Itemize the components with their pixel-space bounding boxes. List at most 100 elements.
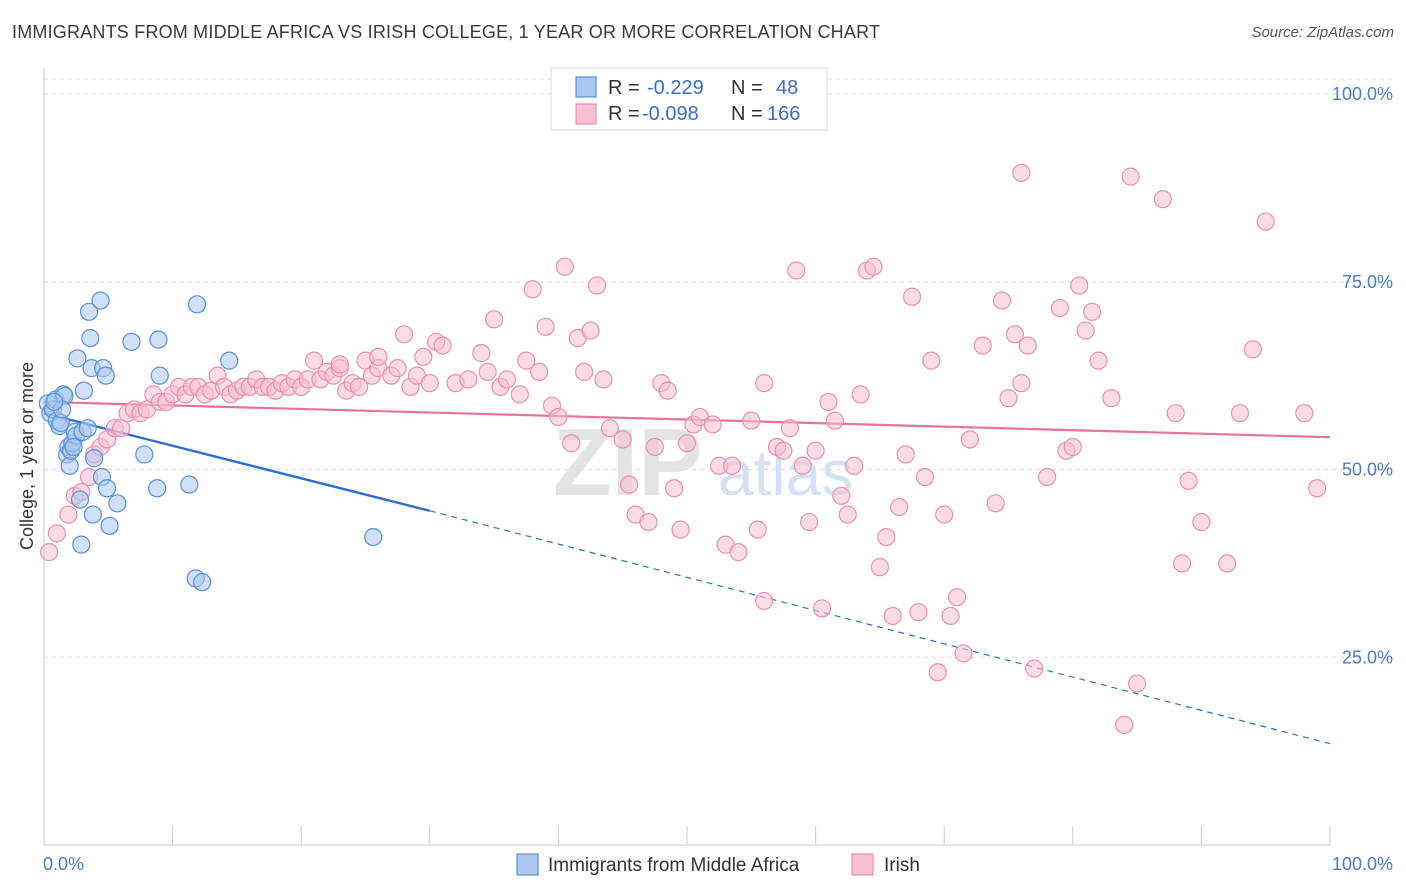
data-point-irish bbox=[40, 543, 59, 562]
data-point-middle-africa bbox=[187, 295, 207, 314]
data-point-irish bbox=[1037, 467, 1057, 487]
data-point-middle-africa bbox=[70, 490, 90, 509]
data-point-irish bbox=[896, 445, 915, 464]
data-point-irish bbox=[497, 370, 517, 389]
data-point-middle-africa bbox=[220, 351, 239, 370]
data-point-irish bbox=[1256, 212, 1275, 231]
data-point-irish bbox=[1166, 404, 1185, 423]
data-point-middle-africa bbox=[108, 494, 127, 513]
legend-r-value-1: -0.229 bbox=[647, 77, 704, 99]
data-point-irish bbox=[388, 359, 407, 378]
data-point-middle-africa bbox=[193, 573, 212, 592]
data-point-middle-africa bbox=[122, 332, 141, 351]
bottom-legend-swatch-pink bbox=[851, 853, 874, 876]
chart-source: Source: ZipAtlas.com bbox=[1251, 24, 1394, 41]
legend-n-label-2: N = bbox=[731, 103, 763, 125]
data-point-irish bbox=[1012, 374, 1031, 393]
bottom-legend: Immigrants from Middle Africa Irish bbox=[516, 853, 920, 876]
data-point-middle-africa bbox=[135, 445, 154, 464]
data-point-irish bbox=[909, 603, 928, 622]
data-point-irish bbox=[851, 385, 870, 404]
bottom-legend-label-pink: Irish bbox=[884, 855, 920, 876]
data-point-middle-africa bbox=[60, 456, 79, 475]
data-point-middle-africa bbox=[74, 381, 93, 400]
data-point-middle-africa bbox=[150, 366, 169, 385]
data-point-irish bbox=[555, 257, 574, 276]
data-point-irish bbox=[613, 430, 632, 449]
data-point-irish bbox=[992, 291, 1012, 310]
data-point-irish bbox=[1153, 190, 1172, 209]
data-point-irish bbox=[1218, 554, 1237, 573]
data-point-irish bbox=[973, 336, 992, 355]
data-point-irish bbox=[349, 377, 369, 397]
data-point-irish bbox=[1012, 163, 1031, 182]
data-point-irish bbox=[703, 415, 722, 434]
watermark-zip: ZIP bbox=[553, 409, 702, 516]
data-point-middle-africa bbox=[81, 328, 100, 348]
data-point-irish bbox=[780, 419, 799, 438]
data-point-irish bbox=[536, 317, 555, 336]
data-point-irish bbox=[864, 257, 883, 276]
data-point-irish bbox=[472, 344, 491, 363]
data-point-irish bbox=[594, 370, 613, 389]
data-point-irish bbox=[947, 588, 967, 607]
data-point-irish bbox=[1192, 512, 1211, 532]
data-point-irish bbox=[59, 505, 78, 524]
data-point-irish bbox=[1076, 321, 1095, 340]
data-point-irish bbox=[729, 543, 748, 562]
data-point-middle-africa bbox=[364, 527, 383, 547]
data-point-irish bbox=[523, 280, 542, 299]
data-point-irish bbox=[999, 389, 1018, 408]
data-point-irish bbox=[369, 347, 388, 366]
data-point-irish bbox=[414, 347, 433, 366]
data-point-irish bbox=[960, 430, 980, 449]
data-point-irish bbox=[1018, 336, 1037, 355]
data-point-irish bbox=[1050, 298, 1070, 318]
data-point-irish bbox=[793, 456, 812, 475]
data-point-irish bbox=[1005, 325, 1025, 344]
axes bbox=[43, 68, 1331, 846]
data-point-irish bbox=[1230, 404, 1250, 423]
data-point-irish bbox=[645, 437, 664, 457]
data-point-middle-africa bbox=[68, 349, 87, 368]
data-point-irish bbox=[330, 355, 349, 374]
legend-n-value-2: 166 bbox=[767, 103, 800, 125]
legend-swatch-blue bbox=[575, 76, 597, 98]
y-axis-label: College, 1 year or more bbox=[17, 362, 37, 550]
data-point-irish bbox=[870, 558, 890, 577]
data-point-irish bbox=[562, 434, 581, 453]
legend-swatch-pink bbox=[575, 103, 597, 125]
data-point-middle-africa bbox=[180, 475, 199, 494]
legend: R = -0.229 N = 48 R = -0.098 N = 166 bbox=[550, 67, 828, 131]
data-point-irish bbox=[819, 392, 838, 412]
data-point-irish bbox=[755, 374, 774, 393]
y-tick-label: 100.0% bbox=[1332, 84, 1393, 104]
data-point-irish bbox=[748, 520, 767, 539]
bottom-legend-label-blue: Immigrants from Middle Africa bbox=[548, 855, 800, 876]
data-point-irish bbox=[922, 351, 941, 370]
data-point-irish bbox=[1308, 479, 1327, 498]
data-point-irish bbox=[587, 276, 607, 295]
data-point-irish bbox=[420, 374, 439, 393]
data-point-irish bbox=[1121, 167, 1140, 186]
data-point-irish bbox=[47, 524, 66, 543]
legend-n-label-1: N = bbox=[731, 77, 763, 99]
legend-r-label-2: R = bbox=[608, 103, 640, 125]
x-tick-label-max: 100.0% bbox=[1332, 854, 1393, 874]
data-point-irish bbox=[1179, 471, 1198, 490]
data-points bbox=[38, 163, 1327, 734]
data-point-irish bbox=[1102, 389, 1121, 408]
data-point-irish bbox=[1025, 659, 1044, 678]
data-point-irish bbox=[581, 321, 600, 340]
data-point-middle-africa bbox=[148, 479, 167, 498]
data-point-irish bbox=[845, 456, 864, 475]
data-point-middle-africa bbox=[85, 449, 104, 468]
data-point-irish bbox=[671, 520, 690, 539]
y-tick-label: 25.0% bbox=[1342, 647, 1393, 667]
data-point-middle-africa bbox=[97, 479, 117, 498]
data-point-irish bbox=[639, 512, 658, 532]
data-point-irish bbox=[112, 419, 131, 438]
legend-r-value-2: -0.098 bbox=[642, 103, 699, 125]
data-point-irish bbox=[915, 467, 935, 487]
